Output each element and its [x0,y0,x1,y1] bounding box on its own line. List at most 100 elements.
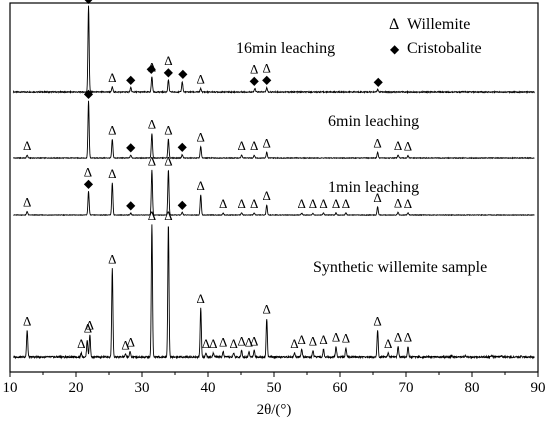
willemite-marker: Δ [342,331,350,346]
willemite-marker: Δ [164,208,172,223]
willemite-marker: Δ [108,122,116,137]
cristobalite-marker: ◆ [262,73,272,87]
x-tick-label-10: 10 [3,380,18,396]
willemite-marker: Δ [127,335,135,350]
willemite-marker: Δ [384,336,392,351]
willemite-marker: Δ [84,164,92,179]
willemite-marker: Δ [86,318,94,333]
cristobalite-marker: ◆ [84,176,94,190]
willemite-marker: Δ [373,190,381,205]
willemite-marker: Δ [263,188,271,203]
willemite-marker: Δ [148,208,156,223]
willemite-marker: Δ [394,138,402,153]
willemite-marker: Δ [250,196,258,211]
willemite-marker: Δ [197,178,205,193]
willemite-marker: Δ [332,196,340,211]
willemite-marker: Δ [23,138,31,153]
willemite-marker: Δ [148,60,156,75]
willemite-marker: Δ [77,336,85,351]
willemite-marker: Δ [108,70,116,85]
x-axis: 10 20 30 40 50 60 70 80 90 [3,372,546,396]
willemite-marker: Δ [108,166,116,181]
willemite-marker: Δ [245,335,253,350]
trace-series-2 [13,169,535,217]
cristobalite-marker: ◆ [147,62,157,76]
cristobalite-marker: ◆ [126,73,136,87]
willemite-marker: Δ [250,138,258,153]
cristobalite-marker: ◆ [84,0,94,6]
willemite-marker: Δ [164,53,172,68]
willemite-marker: Δ [394,329,402,344]
x-tick-label-50: 50 [267,380,282,396]
willemite-marker: Δ [319,196,327,211]
willemite-marker: Δ [373,135,381,150]
willemite-marker: Δ [209,336,217,351]
willemite-marker: Δ [309,196,317,211]
series-labels: 16min leaching 6min leaching 1min leaching… [236,40,487,276]
willemite-marker: Δ [263,135,271,150]
cristobalite-marker: ◆ [126,198,136,212]
cristobalite-marker: ◆ [178,197,188,211]
willemite-marker: Δ [219,335,227,350]
x-tick-label-80: 80 [465,380,480,396]
x-tick-label-30: 30 [135,380,150,396]
willemite-marker: Δ [164,122,172,137]
series-label-0: 16min leaching [236,40,335,57]
willemite-marker: Δ [219,196,227,211]
willemite-marker: Δ [23,194,31,209]
willemite-marker: Δ [230,336,238,351]
cristobalite-marker: ◆ [84,86,94,100]
cristobalite-marker: ◆ [178,140,188,154]
willemite-marker: Δ [404,139,412,154]
x-tick-label-60: 60 [333,380,348,396]
legend-cristobalite-symbol: ◆ [390,42,400,56]
cristobalite-marker: ◆ [178,67,188,81]
willemite-marker: Δ [309,333,317,348]
willemite-marker: Δ [404,196,412,211]
willemite-marker: Δ [263,302,271,317]
willemite-marker: Δ [108,251,116,266]
x-tick-label-20: 20 [69,380,84,396]
willemite-marker: Δ [298,332,306,347]
willemite-marker: Δ [148,153,156,168]
willemite-marker: Δ [84,321,92,336]
xrd-traces [12,5,535,360]
willemite-marker: Δ [202,336,210,351]
willemite-marker: Δ [298,196,306,211]
willemite-marker: Δ [197,291,205,306]
legend-willemite-symbol: Δ [389,16,399,33]
willemite-marker: Δ [373,314,381,329]
legend-willemite-label: Willemite [407,16,470,33]
willemite-marker: Δ [342,196,350,211]
x-tick-label-40: 40 [201,380,216,396]
willemite-marker: Δ [121,337,129,352]
cristobalite-marker: ◆ [250,74,260,88]
willemite-marker: Δ [250,62,258,77]
willemite-marker: Δ [332,329,340,344]
series-label-2: 1min leaching [328,179,419,196]
willemite-marker: Δ [237,196,245,211]
willemite-marker: Δ [290,336,298,351]
cristobalite-marker: ◆ [126,140,136,154]
legend-cristobalite-label: Cristobalite [407,40,482,57]
willemite-marker: Δ [250,333,258,348]
legend: Δ Willemite ◆ Cristobalite [389,16,482,57]
series-label-1: 6min leaching [328,113,419,130]
willemite-marker: Δ [394,195,402,210]
willemite-marker: Δ [197,130,205,145]
phase-markers: ◆◆◆◆◆◆◆◆ΔΔΔΔΔΔ◆◆◆ΔΔΔΔΔΔΔΔΔΔΔ◆◆◆ΔΔΔΔΔΔΔΔΔ… [23,0,412,352]
trace-series-0 [12,5,535,95]
trace-series-1 [12,100,535,160]
willemite-marker: Δ [197,72,205,87]
willemite-marker: Δ [237,333,245,348]
cristobalite-marker: ◆ [374,74,384,88]
willemite-marker: Δ [23,314,31,329]
cristobalite-marker: ◆ [164,65,174,79]
trace-series-3 [12,224,535,360]
series-label-3: Synthetic willemite sample [313,259,487,276]
willemite-marker: Δ [148,117,156,132]
x-tick-label-90: 90 [531,380,546,396]
x-tick-label-70: 70 [399,380,414,396]
willemite-marker: Δ [263,61,271,76]
